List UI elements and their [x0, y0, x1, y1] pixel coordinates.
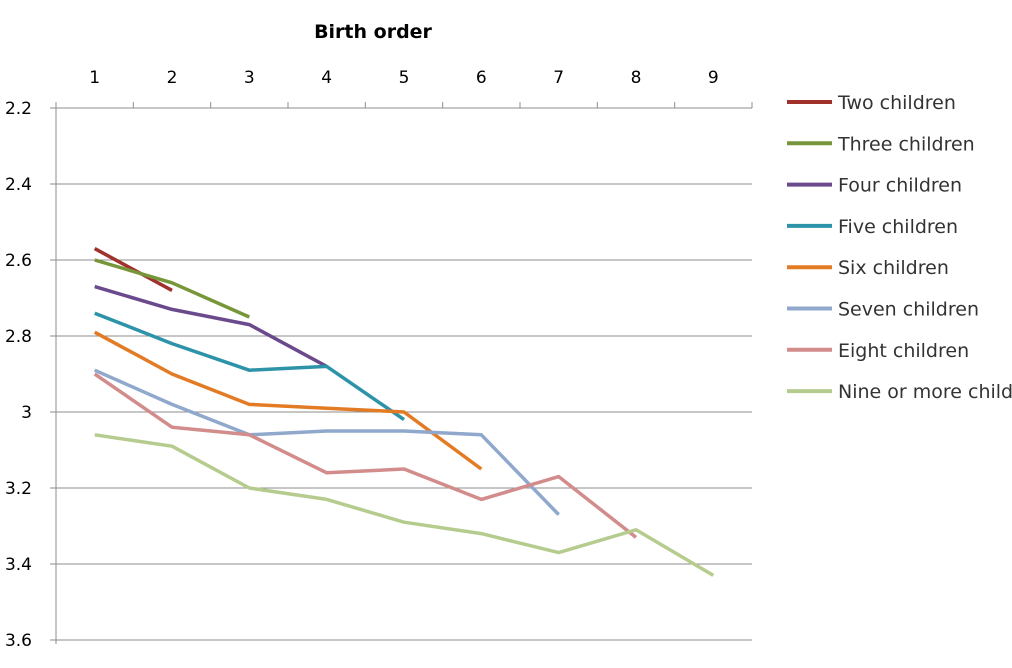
series-line: [94, 311, 405, 422]
legend-label: Seven children: [838, 299, 979, 321]
series-line: [94, 284, 328, 368]
legend-label: Four children: [838, 175, 962, 197]
series-line: [94, 433, 715, 577]
legend-label: Six children: [838, 257, 949, 279]
series-line: [93, 330, 483, 471]
y-tick-label: 2.4: [5, 175, 32, 195]
x-tick-label: 2: [167, 68, 178, 88]
gridlines: [56, 183, 752, 641]
series-lines: [93, 247, 715, 577]
axes: 2.2 2.4 2.6 2.8 3 3.2 3.4 3.6 1 2 3 4 5 6 7 8 9: [5, 68, 753, 651]
y-tick-label: 3.2: [5, 479, 32, 499]
legend-label: Nine or more children: [838, 381, 1012, 403]
series-line: [93, 368, 560, 516]
y-tick-label: 2.8: [5, 327, 32, 347]
x-tick-label: 6: [476, 68, 487, 88]
x-tick-label: 5: [399, 68, 410, 88]
y-tick-label: 3.4: [5, 555, 32, 575]
x-axis-title: Birth order: [314, 21, 432, 43]
series-line: [93, 247, 173, 292]
series-line: [94, 258, 251, 319]
legend-label: Two children: [837, 92, 956, 114]
y-tick-label: 3: [21, 403, 32, 423]
y-tick-label: 3.6: [5, 631, 32, 651]
x-tick-label: 4: [321, 68, 332, 88]
x-tick-label: 3: [244, 68, 255, 88]
y-tick-label: 2.6: [5, 251, 32, 271]
legend-label: Eight children: [838, 340, 969, 362]
legend-label: Five children: [838, 216, 958, 238]
legend-label: Three children: [837, 133, 975, 155]
x-tick-label: 9: [708, 68, 719, 88]
legend: Two children Three children Four children F…: [787, 92, 1012, 403]
y-tick-label: 2.2: [5, 99, 32, 119]
x-tick-label: 7: [553, 68, 564, 88]
series-line: [93, 372, 638, 539]
x-tick-label: 1: [89, 68, 100, 88]
x-tick-label: 8: [631, 68, 642, 88]
